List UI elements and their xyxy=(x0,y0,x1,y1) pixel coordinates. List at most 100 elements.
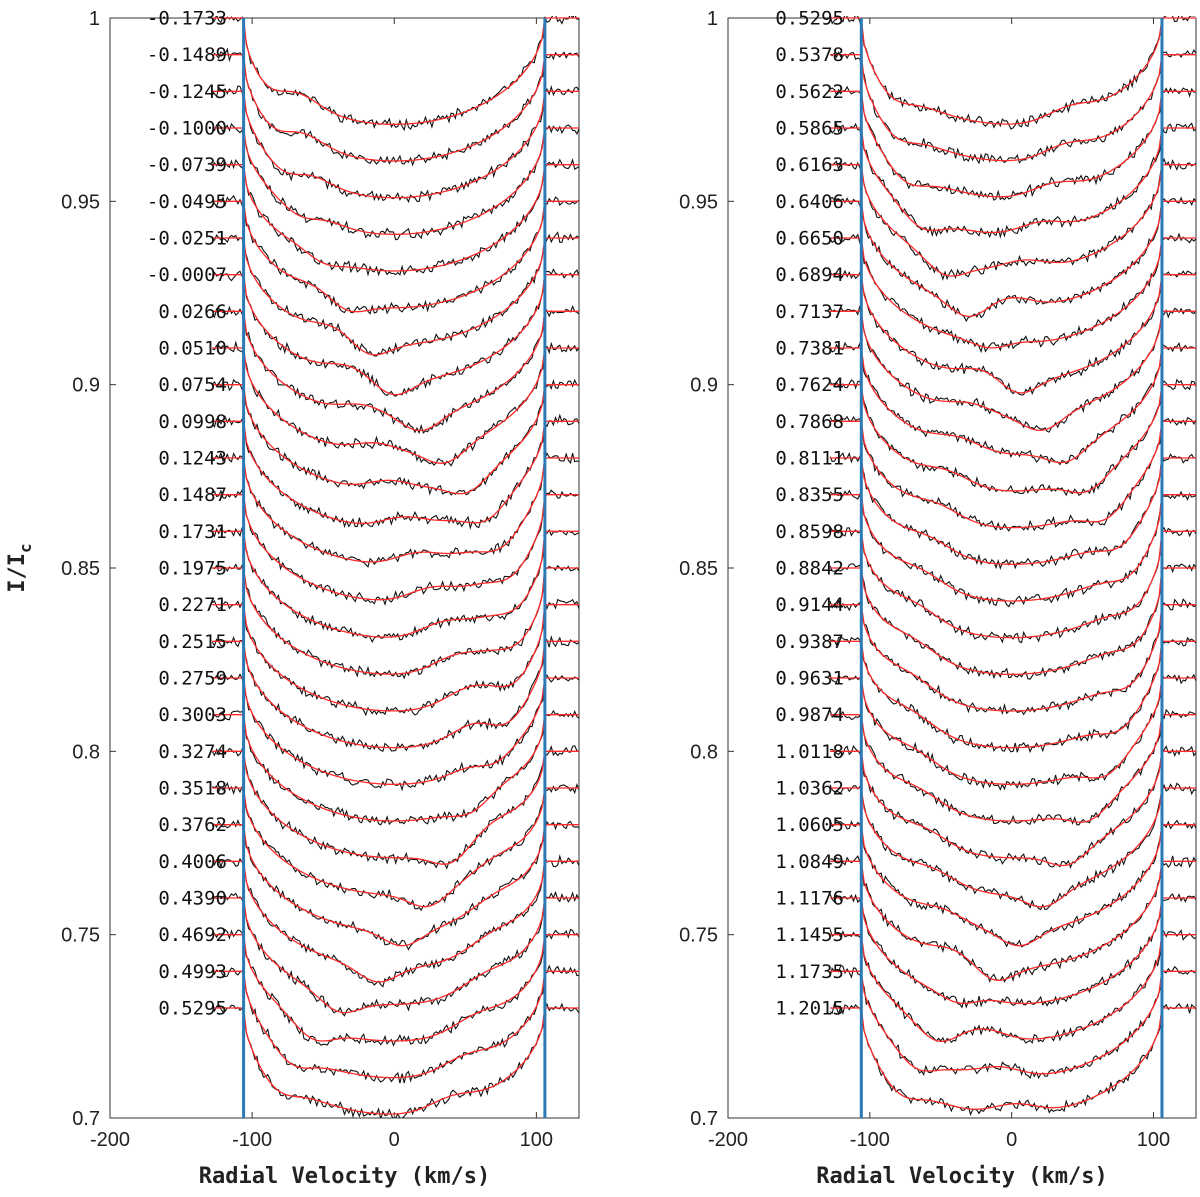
phase-label: 0.2759 xyxy=(158,668,227,690)
model-profile xyxy=(212,347,579,464)
model-profile xyxy=(830,970,1196,1075)
x-axis-label: Radial Velocity (km/s) xyxy=(816,1164,1107,1189)
phase-label: 1.1735 xyxy=(775,961,844,983)
x-tick-label: 100 xyxy=(1137,1129,1170,1151)
model-profile xyxy=(212,787,579,908)
model-profile xyxy=(212,164,579,272)
model-profile xyxy=(830,714,1196,823)
phase-label: 0.6650 xyxy=(775,228,844,250)
y-tick-label: 0.85 xyxy=(61,558,100,580)
model-profile xyxy=(830,237,1196,349)
model-profile xyxy=(212,677,579,785)
model-profile xyxy=(212,824,579,947)
phase-label: 0.8598 xyxy=(775,521,844,543)
model-profile xyxy=(830,860,1196,981)
y-tick-label: 0.85 xyxy=(679,558,718,580)
phase-label: 0.8842 xyxy=(775,558,844,580)
model-profile xyxy=(212,310,579,432)
model-profile xyxy=(212,897,579,1014)
model-profile xyxy=(212,420,579,525)
model-profile xyxy=(830,457,1196,565)
x-tick-label: 100 xyxy=(520,1129,553,1151)
phase-label: 0.4993 xyxy=(158,961,227,983)
phase-label: 0.7868 xyxy=(775,411,844,433)
observed-profile xyxy=(829,232,1196,354)
model-profile xyxy=(212,640,579,749)
model-profile xyxy=(212,200,579,313)
observed-profile xyxy=(211,598,579,717)
x-tick-label: 0 xyxy=(1006,1129,1017,1151)
y-tick-label: 0.8 xyxy=(72,741,100,763)
phase-label: 0.0998 xyxy=(158,411,227,433)
model-profile xyxy=(212,237,579,356)
observed-profile xyxy=(829,16,1196,130)
y-axis-label: I/Ic xyxy=(5,543,35,592)
phase-label: 0.6406 xyxy=(775,191,844,213)
observed-profile xyxy=(211,84,579,204)
observed-profile xyxy=(211,488,579,606)
phase-label: 0.2515 xyxy=(158,631,227,653)
observed-profile xyxy=(211,378,579,496)
phase-label: 0.0510 xyxy=(158,338,227,360)
observed-profile xyxy=(212,451,579,568)
phase-label: 0.5295 xyxy=(158,998,227,1020)
model-profile xyxy=(212,90,579,199)
model-profile xyxy=(212,750,579,865)
phase-label: 0.3518 xyxy=(158,778,227,800)
observed-profile xyxy=(211,745,579,870)
y-tick-label: 0.8 xyxy=(690,741,718,763)
phase-label: 0.1731 xyxy=(158,521,227,543)
observed-profile xyxy=(211,1002,579,1118)
model-profile xyxy=(830,640,1196,749)
y-tick-label: 1 xyxy=(89,8,100,30)
observed-profile xyxy=(829,122,1196,239)
observed-profile xyxy=(829,341,1196,466)
phase-label: 0.4692 xyxy=(158,924,227,946)
phase-label: 0.7381 xyxy=(775,338,844,360)
phase-label: -0.0739 xyxy=(147,154,227,176)
observed-profile xyxy=(829,965,1196,1080)
model-profile xyxy=(830,677,1196,785)
phase-label: -0.1000 xyxy=(147,118,227,140)
x-tick-label: -200 xyxy=(708,1129,748,1151)
model-profile xyxy=(830,200,1196,318)
y-tick-label: 0.95 xyxy=(61,191,100,213)
model-profile xyxy=(212,127,579,235)
phase-label: 0.5622 xyxy=(775,81,844,103)
y-tick-label: 0.9 xyxy=(72,375,100,397)
phase-label: 0.8111 xyxy=(775,448,844,470)
phase-label: 1.0362 xyxy=(775,778,844,800)
phase-label: -0.1733 xyxy=(147,8,227,30)
model-profile xyxy=(830,420,1196,529)
phase-label: 1.1455 xyxy=(775,924,844,946)
observed-profile xyxy=(829,269,1196,396)
x-tick-label: -200 xyxy=(90,1129,130,1151)
model-profile xyxy=(830,164,1196,277)
phase-label: 0.9387 xyxy=(775,631,844,653)
observed-profile xyxy=(829,85,1196,201)
phase-label: 1.0118 xyxy=(775,741,844,763)
phase-label: -0.0251 xyxy=(147,228,227,250)
observed-profile xyxy=(211,413,579,530)
model-profile xyxy=(212,274,579,396)
phase-label: 0.6163 xyxy=(775,154,844,176)
model-profile xyxy=(830,90,1196,198)
model-profile xyxy=(830,824,1196,947)
phase-label: 0.9144 xyxy=(775,594,844,616)
observed-profile xyxy=(211,709,579,826)
model-profile xyxy=(212,604,579,712)
phase-label: 0.1487 xyxy=(158,484,227,506)
phase-label: 0.0754 xyxy=(158,374,227,396)
y-tick-label: 1 xyxy=(707,8,718,30)
model-profile xyxy=(830,274,1196,394)
model-profile xyxy=(212,934,579,1042)
phase-label: 1.2015 xyxy=(775,998,844,1020)
phase-label: 0.5865 xyxy=(775,118,844,140)
model-profile xyxy=(830,384,1196,494)
observed-profile xyxy=(829,819,1196,948)
profiles-group xyxy=(211,16,579,1118)
x-tick-label: -100 xyxy=(232,1129,272,1151)
observed-profile xyxy=(212,673,579,792)
observed-profile xyxy=(211,305,579,435)
